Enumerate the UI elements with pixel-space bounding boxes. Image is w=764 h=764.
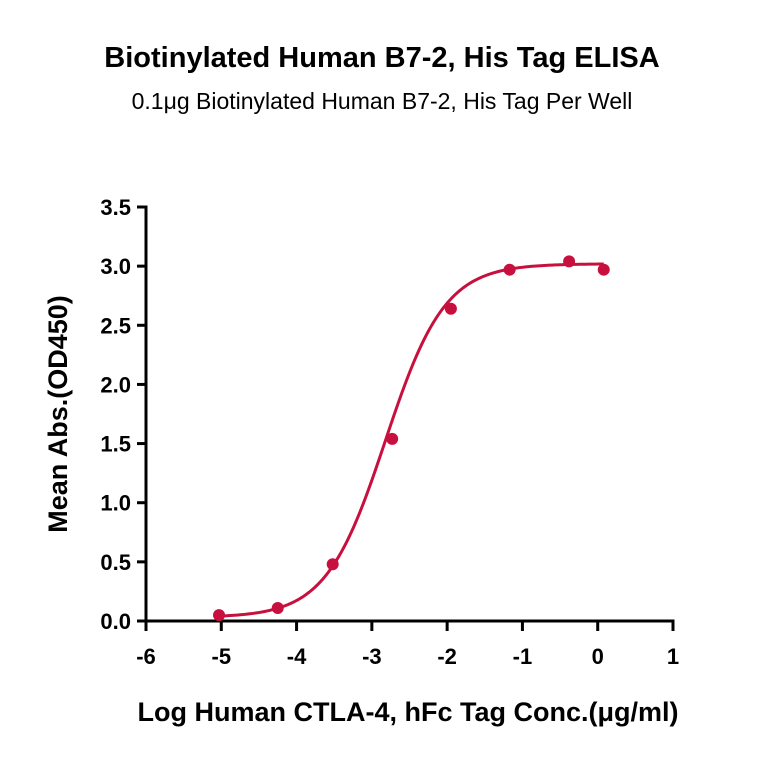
y-tick-label: 0.0: [100, 609, 131, 634]
x-tick-label: -4: [287, 644, 307, 669]
data-point: [563, 255, 576, 268]
x-tick-label: -5: [212, 644, 232, 669]
fit-curve: [218, 262, 604, 618]
y-tick-label: 1.5: [100, 432, 131, 457]
y-tick-label: 3.5: [100, 195, 131, 220]
x-tick-label: 1: [667, 644, 679, 669]
y-axis-title: Mean Abs.(OD450): [43, 295, 73, 533]
y-tick-label: 2.0: [100, 372, 131, 397]
x-axis: -6 -5 -4 -3 -2 -1 0 1: [136, 619, 679, 669]
x-tick-label: -6: [136, 644, 156, 669]
data-point: [271, 601, 284, 614]
chart-subtitle: 0.1μg Biotinylated Human B7-2, His Tag P…: [131, 88, 633, 114]
y-tick-label: 3.0: [100, 254, 131, 279]
x-tick-label: 0: [592, 644, 604, 669]
data-points: [213, 255, 610, 622]
data-point: [503, 263, 516, 276]
x-tick-label: -3: [362, 644, 382, 669]
y-tick-label: 2.5: [100, 313, 131, 338]
data-point: [597, 263, 610, 276]
chart-title: Biotinylated Human B7-2, His Tag ELISA: [104, 42, 660, 74]
y-tick-label: 0.5: [100, 550, 131, 575]
data-point: [326, 558, 339, 571]
data-point: [444, 302, 457, 315]
x-axis-title: Log Human CTLA-4, hFc Tag Conc.(μg/ml): [138, 697, 679, 727]
data-point: [386, 432, 399, 445]
fit-curve-group: [218, 262, 604, 618]
y-tick-label: 1.0: [100, 491, 131, 516]
x-tick-label: -2: [437, 644, 457, 669]
data-point: [213, 609, 226, 622]
x-tick-label: -1: [513, 644, 533, 669]
y-axis: 0.0 0.5 1.0 1.5 2.0 2.5 3.0 3.5: [100, 195, 148, 634]
